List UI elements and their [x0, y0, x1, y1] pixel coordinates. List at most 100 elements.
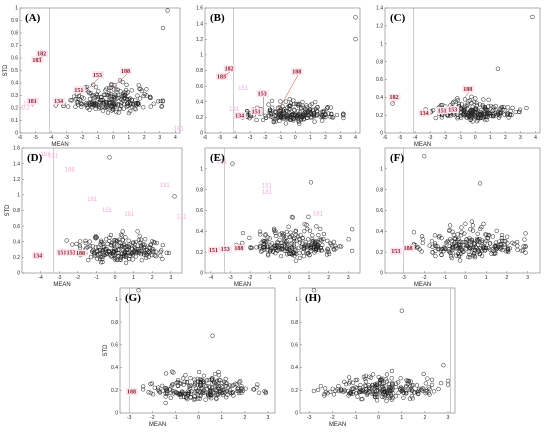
data-point [398, 387, 403, 392]
data-point [271, 249, 276, 254]
panel-label: (A) [25, 12, 41, 24]
data-point [275, 115, 280, 121]
annotation-label: 183 [32, 58, 41, 64]
data-point [139, 258, 144, 263]
data-point [420, 240, 425, 246]
x-tick-label: -6 [383, 135, 388, 141]
x-tick-label: -3 [248, 135, 253, 141]
data-point [214, 396, 219, 401]
data-point [162, 385, 168, 391]
data-point [517, 107, 523, 112]
data-point [458, 242, 463, 248]
x-tick-label: -1 [268, 275, 273, 281]
data-point [524, 105, 529, 111]
data-point [186, 388, 191, 393]
data-point [474, 100, 479, 105]
data-point [473, 245, 478, 250]
data-point [493, 103, 498, 109]
data-point [258, 249, 264, 254]
data-point [200, 386, 205, 391]
data-point [156, 99, 161, 104]
data-point [104, 252, 109, 257]
data-point [248, 245, 253, 251]
annotation-label: 151 [252, 109, 261, 115]
x-tick-label: 2 [424, 415, 427, 421]
data-point [74, 100, 80, 105]
data-point [469, 94, 474, 99]
data-point [481, 97, 486, 102]
data-point [141, 105, 146, 110]
data-point [113, 87, 119, 92]
data-point [93, 94, 98, 100]
data-point [292, 244, 297, 249]
y-tick-label: 0.8 [13, 208, 20, 214]
data-point [502, 112, 507, 117]
data-point [285, 109, 290, 114]
data-point [120, 237, 126, 243]
data-point [123, 235, 128, 240]
data-point [288, 230, 293, 235]
annotation-label: 181 [28, 99, 37, 105]
data-point [260, 248, 265, 253]
data-point [220, 385, 225, 390]
x-tick-label: -5 [218, 135, 223, 141]
data-point [448, 113, 453, 118]
data-point [122, 90, 127, 95]
data-point [115, 238, 120, 243]
data-point [100, 108, 106, 113]
x-tick-label: -2 [330, 415, 335, 421]
data-point [103, 237, 109, 242]
data-point [112, 253, 117, 258]
data-point [87, 239, 92, 244]
data-point [279, 111, 284, 116]
x-tick-label: 4 [534, 135, 537, 141]
faint-label: 151 [102, 208, 113, 214]
data-point [147, 95, 153, 100]
data-point [485, 114, 490, 120]
y-tick-label: 0.8 [376, 187, 383, 193]
faint-label: 181 [174, 127, 185, 133]
y-tick-label: 0.8 [196, 187, 203, 193]
data-point [289, 241, 294, 246]
data-point [286, 251, 292, 256]
data-point [295, 234, 301, 239]
annotation-highlight [207, 246, 220, 254]
data-point [280, 116, 285, 121]
data-point [470, 253, 476, 258]
data-point [281, 231, 286, 237]
data-point [311, 388, 317, 394]
data-point [197, 393, 202, 398]
data-point [301, 244, 307, 249]
data-point [353, 15, 358, 20]
y-tick-label: 1 [17, 193, 20, 199]
annotation-highlight [256, 90, 269, 97]
data-point [288, 101, 294, 106]
data-point [433, 253, 438, 259]
data-point [278, 245, 284, 250]
data-point [370, 382, 376, 388]
x-tick-label: 0 [197, 415, 200, 421]
data-point [297, 250, 302, 256]
data-point [111, 87, 117, 92]
data-point [314, 246, 319, 251]
data-point [328, 389, 333, 394]
data-point [95, 249, 100, 254]
x-tick-label: 0 [288, 275, 291, 281]
data-point [263, 232, 268, 237]
data-point [83, 238, 88, 243]
data-point [88, 91, 93, 96]
data-point [464, 243, 469, 249]
data-point [300, 235, 305, 241]
data-point [88, 254, 94, 260]
y-axis-label: STD [103, 344, 109, 357]
data-point [520, 248, 526, 253]
data-point [470, 223, 476, 228]
data-point [78, 239, 83, 244]
annotation-highlight [291, 68, 304, 76]
data-point [102, 99, 107, 105]
data-point [160, 25, 166, 31]
panel-label: (E) [210, 152, 225, 164]
data-point [473, 107, 478, 112]
data-point [105, 241, 110, 246]
data-point [523, 250, 528, 255]
